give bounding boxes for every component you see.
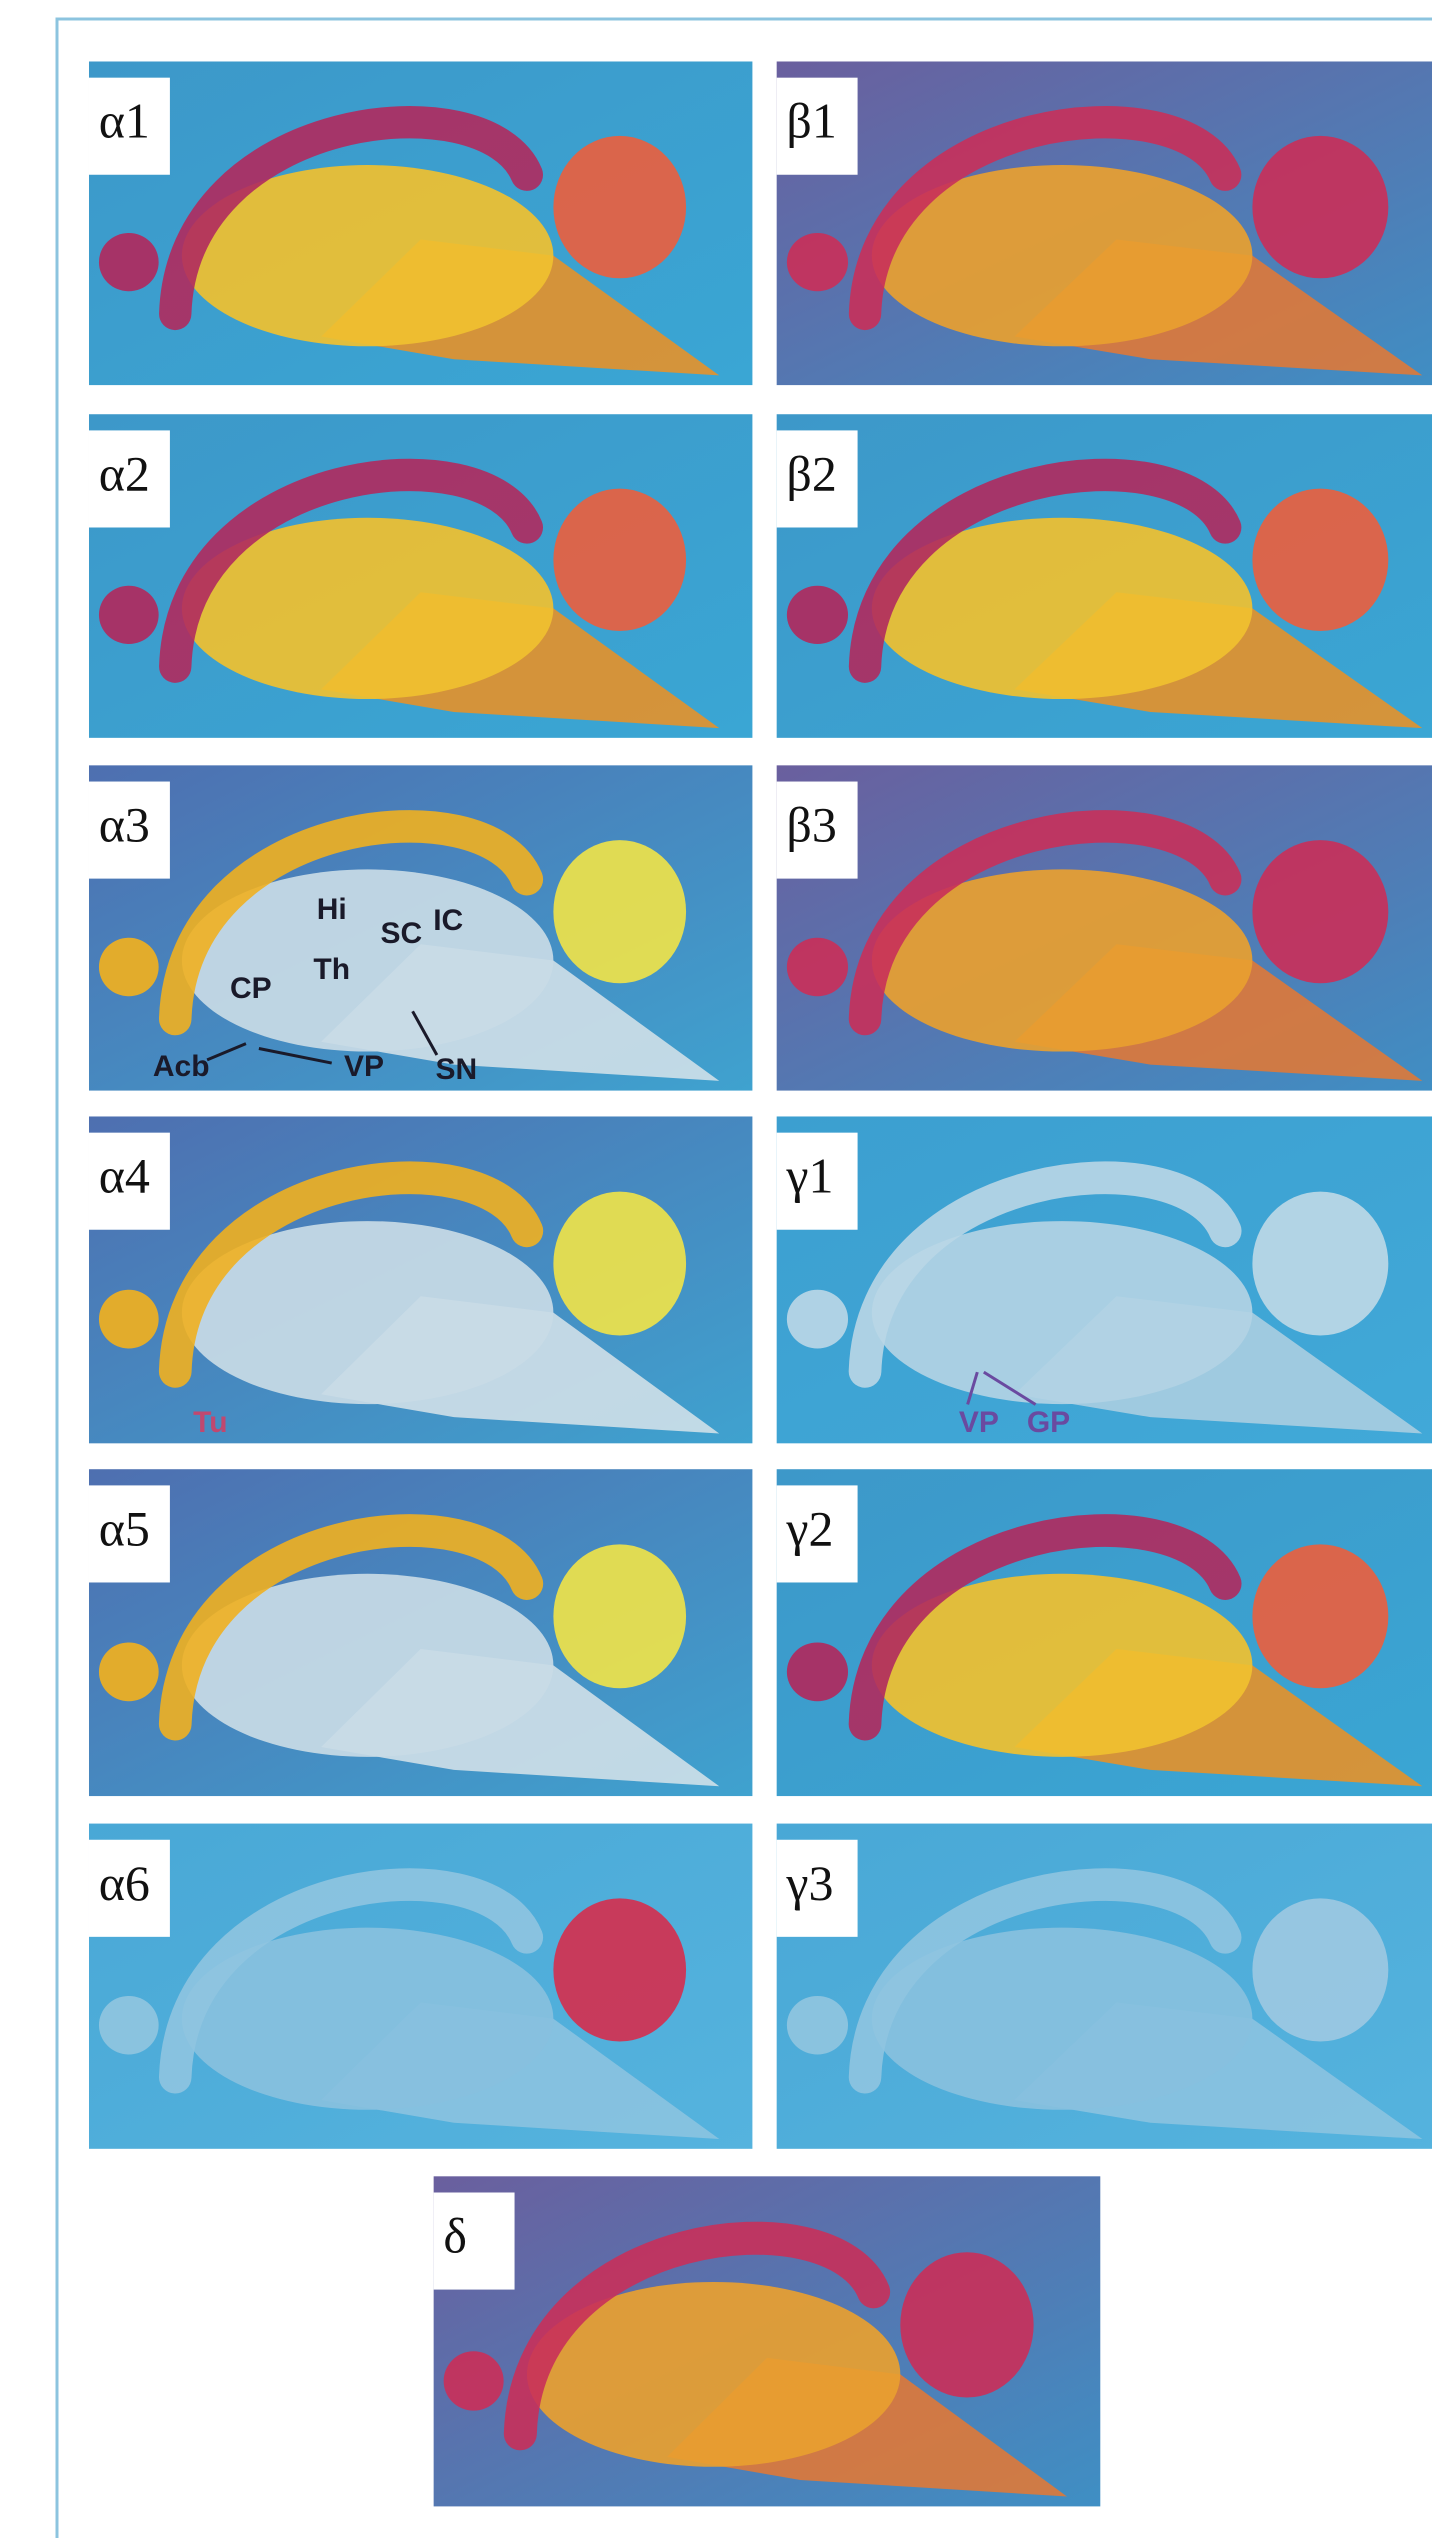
brain-body <box>181 1927 554 2110</box>
panel-label: γ1 <box>785 1148 833 1204</box>
panel-label: α4 <box>99 1148 150 1204</box>
annotation: SC <box>380 917 422 950</box>
label-box <box>88 77 170 175</box>
pointer-line <box>411 1010 439 1056</box>
olfactory-bulb <box>443 2351 504 2411</box>
olfactory-bulb <box>98 585 159 644</box>
cerebellum <box>1252 1898 1389 2042</box>
label-box <box>88 430 170 528</box>
cerebellum <box>900 2252 1034 2398</box>
panel-label: α3 <box>99 797 150 853</box>
olfactory-bulb <box>786 233 849 292</box>
label-box <box>88 1485 170 1583</box>
olfactory-bulb <box>786 1995 849 2055</box>
cortex <box>848 1514 1242 1741</box>
brain-body <box>181 165 554 347</box>
annotation: Hi <box>317 893 347 926</box>
cortex <box>848 106 1242 331</box>
olfactory-bulb <box>98 233 159 292</box>
cerebellum <box>553 840 687 984</box>
cortex <box>848 1868 1242 2094</box>
brain-body <box>181 517 554 700</box>
cerebellum <box>553 1544 687 1689</box>
olfactory-bulb <box>98 937 159 997</box>
olfactory-bulb <box>786 937 849 997</box>
pointer-line <box>982 1370 1037 1406</box>
panel-label: β3 <box>786 797 836 853</box>
label-box <box>88 1132 170 1230</box>
cerebellum <box>553 1191 687 1336</box>
olfactory-bulb <box>786 1289 849 1349</box>
annotation: SN <box>435 1053 477 1086</box>
cortex <box>848 810 1242 1036</box>
panel-label: α6 <box>99 1855 150 1911</box>
brain-body <box>526 2281 901 2467</box>
cerebellum <box>1252 1191 1389 1336</box>
annotation: GP <box>1027 1406 1070 1439</box>
label-box <box>776 77 858 175</box>
panel-label: α2 <box>99 445 150 501</box>
label-box <box>776 1839 858 1937</box>
cortex <box>158 1514 544 1741</box>
brain-body <box>871 1221 1253 1405</box>
cortex <box>159 458 544 683</box>
brain-body <box>871 517 1253 700</box>
pointer-line <box>966 1371 979 1405</box>
olfactory-bulb <box>98 1995 159 2055</box>
cerebellum <box>1252 488 1389 632</box>
panel-label: β1 <box>786 93 836 149</box>
label-box <box>776 1485 858 1583</box>
annotation: CP <box>230 972 272 1005</box>
label-box <box>433 2192 515 2290</box>
annotation: Acb <box>153 1050 210 1083</box>
label-box <box>88 781 170 879</box>
cortex <box>158 1161 544 1388</box>
olfactory-bulb <box>786 1642 849 1702</box>
brain-body <box>181 869 554 1052</box>
brain-body <box>181 1573 554 1757</box>
label-box <box>776 781 858 879</box>
label-box <box>776 1132 858 1230</box>
cerebellum <box>1252 1544 1389 1689</box>
brain-body <box>871 165 1253 347</box>
panel-label: β2 <box>786 445 836 501</box>
panel-label: γ2 <box>785 1500 833 1556</box>
cerebellum <box>553 488 687 632</box>
brain-body <box>871 869 1253 1052</box>
cortex <box>503 2221 891 2451</box>
olfactory-bulb <box>98 1642 159 1702</box>
panel-label: γ3 <box>785 1855 833 1911</box>
label-box <box>88 1839 170 1937</box>
annotation: VP <box>344 1050 384 1083</box>
cortex <box>848 458 1242 683</box>
brain-body <box>871 1573 1253 1757</box>
label-box <box>776 430 858 528</box>
annotation: Th <box>313 953 350 986</box>
brain-body <box>181 1221 554 1405</box>
cerebellum <box>1252 840 1389 984</box>
cerebellum <box>553 1898 687 2042</box>
cerebellum <box>553 135 687 279</box>
annotation: Tu <box>193 1406 227 1439</box>
brain-body <box>871 1927 1253 2110</box>
panel-label: α5 <box>99 1500 150 1556</box>
panel-label: δ <box>443 2208 467 2264</box>
olfactory-bulb <box>786 585 849 644</box>
panel-label: α1 <box>99 93 150 149</box>
pointer-line <box>258 1047 333 1065</box>
cortex <box>158 810 544 1036</box>
annotation: IC <box>433 904 463 937</box>
annotation: VP <box>959 1406 999 1439</box>
cortex <box>848 1161 1242 1388</box>
cortex <box>159 106 544 331</box>
cortex <box>158 1868 544 2094</box>
cerebellum <box>1252 135 1389 279</box>
olfactory-bulb <box>98 1289 159 1349</box>
pointer-line <box>206 1042 247 1062</box>
